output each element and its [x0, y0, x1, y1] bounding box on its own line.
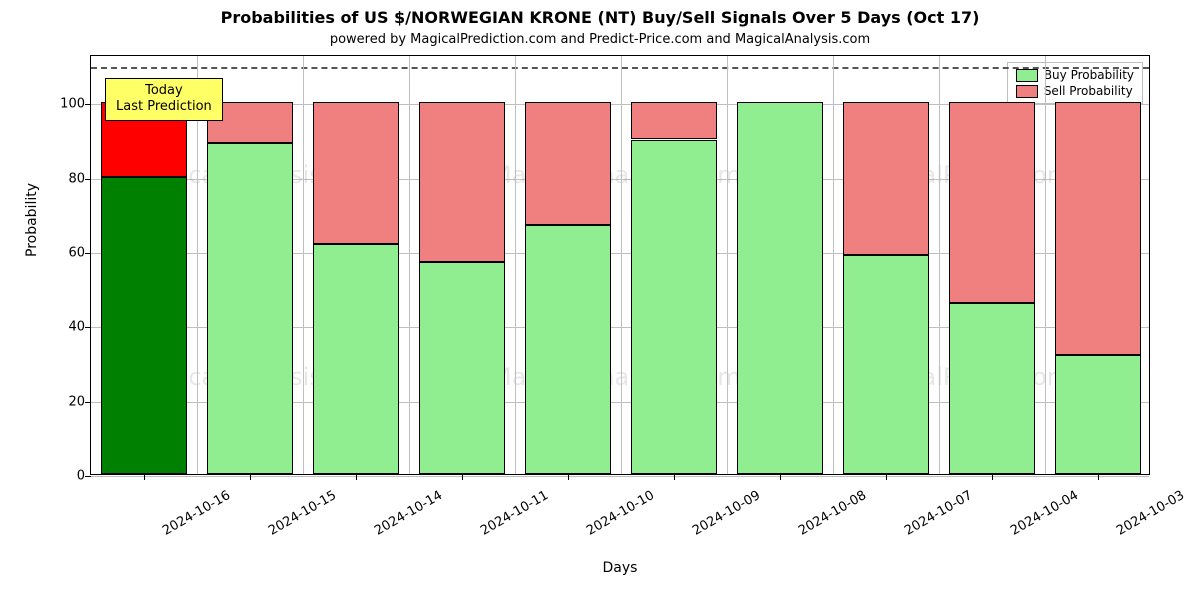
xtick-mark	[250, 474, 251, 480]
bar-sell	[949, 102, 1035, 303]
callout-line1: Today	[116, 83, 212, 99]
gridline-v	[303, 56, 304, 474]
bar-group	[737, 54, 823, 474]
chart-container: Probabilities of US $/NORWEGIAN KRONE (N…	[0, 0, 1200, 600]
chart-title: Probabilities of US $/NORWEGIAN KRONE (N…	[0, 8, 1200, 27]
xtick-mark	[674, 474, 675, 480]
bar-buy	[101, 177, 187, 474]
xtick-label: 2024-10-15	[266, 488, 339, 539]
ytick-label: 40	[68, 320, 85, 335]
xtick-label: 2024-10-08	[796, 488, 869, 539]
bar-buy	[313, 244, 399, 474]
ytick-mark	[85, 253, 91, 254]
today-callout: TodayLast Prediction	[105, 78, 223, 121]
xtick-label: 2024-10-04	[1008, 488, 1081, 539]
bar-buy	[737, 102, 823, 474]
ytick-label: 20	[68, 394, 85, 409]
bar-group	[949, 54, 1035, 474]
bar-buy	[949, 303, 1035, 474]
xtick-mark	[568, 474, 569, 480]
bar-buy	[631, 140, 717, 475]
gridline-v	[515, 56, 516, 474]
xtick-label: 2024-10-11	[478, 488, 551, 539]
bar-sell	[525, 102, 611, 225]
xtick-label: 2024-10-03	[1114, 488, 1187, 539]
bar-buy	[1055, 355, 1141, 474]
xtick-mark	[780, 474, 781, 480]
bar-buy	[419, 262, 505, 474]
gridline-v	[939, 56, 940, 474]
xtick-mark	[1098, 474, 1099, 480]
xtick-mark	[886, 474, 887, 480]
gridline-v	[621, 56, 622, 474]
x-axis-label: Days	[90, 560, 1150, 576]
ytick-mark	[85, 179, 91, 180]
callout-line2: Last Prediction	[116, 99, 212, 115]
gridline-v	[833, 56, 834, 474]
xtick-label: 2024-10-09	[690, 488, 763, 539]
bar-buy	[207, 143, 293, 474]
ytick-mark	[85, 476, 91, 477]
xtick-label: 2024-10-14	[372, 488, 445, 539]
bar-group	[313, 54, 399, 474]
xtick-label: 2024-10-10	[584, 488, 657, 539]
ytick-mark	[85, 402, 91, 403]
bar-sell	[631, 102, 717, 139]
bar-group	[1055, 54, 1141, 474]
ytick-mark	[85, 327, 91, 328]
bar-sell	[843, 102, 929, 254]
ytick-label: 100	[60, 97, 85, 112]
ytick-label: 60	[68, 245, 85, 260]
bar-sell	[1055, 102, 1141, 355]
ytick-mark	[85, 104, 91, 105]
xtick-mark	[462, 474, 463, 480]
bar-buy	[843, 255, 929, 474]
gridline-v	[1045, 56, 1046, 474]
chart-subtitle: powered by MagicalPrediction.com and Pre…	[0, 32, 1200, 47]
bar-group	[525, 54, 611, 474]
xtick-mark	[992, 474, 993, 480]
xtick-mark	[356, 474, 357, 480]
ytick-label: 0	[77, 469, 85, 484]
gridline-v	[409, 56, 410, 474]
plot-area: Buy Probability Sell Probability 0204060…	[90, 55, 1150, 475]
y-axis-label: Probability	[24, 183, 40, 257]
bar-group	[419, 54, 505, 474]
bar-buy	[525, 225, 611, 474]
xtick-label: 2024-10-16	[160, 488, 233, 539]
bar-sell	[419, 102, 505, 262]
xtick-label: 2024-10-07	[902, 488, 975, 539]
gridline-v	[727, 56, 728, 474]
bar-sell	[313, 102, 399, 243]
ytick-label: 80	[68, 171, 85, 186]
xtick-mark	[144, 474, 145, 480]
bar-group	[843, 54, 929, 474]
bar-group	[631, 54, 717, 474]
